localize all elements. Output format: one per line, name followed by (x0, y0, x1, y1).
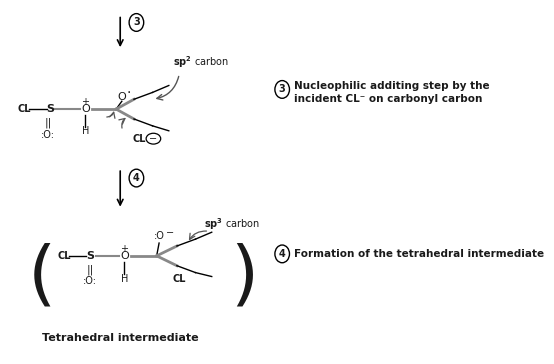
Text: S: S (46, 104, 54, 114)
Text: O: O (117, 92, 126, 102)
Text: −: − (150, 134, 157, 144)
Text: −: − (166, 228, 175, 238)
Text: ||: || (44, 118, 52, 128)
Text: ): ) (230, 242, 258, 311)
Text: Formation of the tetrahedral intermediate: Formation of the tetrahedral intermediat… (294, 249, 545, 259)
Text: 4: 4 (133, 173, 140, 183)
Text: $\bf{sp^3}$ carbon: $\bf{sp^3}$ carbon (204, 217, 259, 232)
Text: incident CL⁻ on carbonyl carbon: incident CL⁻ on carbonyl carbon (294, 94, 483, 104)
Text: :O:: :O: (83, 277, 98, 286)
Text: (: ( (28, 242, 56, 311)
Text: 3: 3 (133, 17, 140, 27)
Text: CL: CL (132, 134, 146, 144)
Text: O: O (81, 104, 90, 114)
Text: ||: || (86, 264, 94, 275)
Text: 4: 4 (279, 249, 285, 259)
Text: S: S (86, 251, 94, 261)
Text: H: H (121, 273, 128, 284)
Text: :O:: :O: (41, 130, 55, 140)
Text: ·: · (127, 86, 131, 100)
Text: +: + (120, 244, 129, 254)
Text: :O: :O (153, 231, 165, 241)
Text: 3: 3 (279, 84, 285, 94)
Text: CL: CL (58, 251, 71, 261)
Text: +: + (81, 97, 89, 107)
Text: O: O (120, 251, 129, 261)
Text: CL: CL (17, 104, 31, 114)
Text: Tetrahedral intermediate: Tetrahedral intermediate (42, 333, 198, 343)
Text: CL: CL (173, 273, 186, 284)
Text: $\bf{sp^2}$ carbon: $\bf{sp^2}$ carbon (173, 54, 229, 70)
Text: Nucleophilic additing step by the: Nucleophilic additing step by the (294, 82, 490, 91)
Text: H: H (81, 126, 89, 136)
